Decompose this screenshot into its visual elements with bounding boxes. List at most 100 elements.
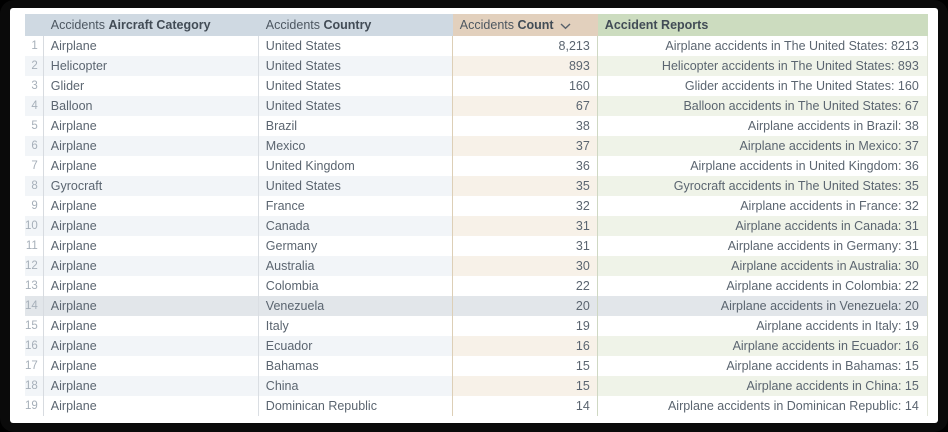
table-row[interactable]: 14 Airplane Venezuela 20 Airplane accide… <box>25 296 928 316</box>
country-cell[interactable]: Colombia <box>258 276 453 296</box>
aircraft-category-cell[interactable]: Balloon <box>43 96 259 116</box>
count-cell[interactable]: 22 <box>452 276 598 296</box>
aircraft-category-cell[interactable]: Airplane <box>43 336 259 356</box>
count-cell[interactable]: 67 <box>452 96 598 116</box>
table-row[interactable]: 4 Balloon United States 67 Balloon accid… <box>25 96 928 116</box>
row-number-cell[interactable]: 12 <box>25 256 44 276</box>
country-cell[interactable]: United States <box>258 76 453 96</box>
report-cell[interactable]: Airplane accidents in Canada: 31 <box>597 216 928 236</box>
aircraft-category-cell[interactable]: Airplane <box>43 256 259 276</box>
count-cell[interactable]: 38 <box>452 116 598 136</box>
country-cell[interactable]: United Kingdom <box>258 156 453 176</box>
row-number-cell[interactable]: 7 <box>25 156 44 176</box>
column-header-accident-reports[interactable]: Accident Reports <box>597 14 928 36</box>
count-cell[interactable]: 8,213 <box>452 36 598 56</box>
column-header-country[interactable]: Accidents Country <box>258 14 453 36</box>
report-cell[interactable]: Airplane accidents in France: 32 <box>597 196 928 216</box>
report-cell[interactable]: Airplane accidents in Colombia: 22 <box>597 276 928 296</box>
aircraft-category-cell[interactable]: Airplane <box>43 216 259 236</box>
count-cell[interactable]: 20 <box>452 296 598 316</box>
report-cell[interactable]: Airplane accidents in China: 15 <box>597 376 928 396</box>
report-cell[interactable]: Airplane accidents in Bahamas: 15 <box>597 356 928 376</box>
table-row[interactable]: 9 Airplane France 32 Airplane accidents … <box>25 196 928 216</box>
aircraft-category-cell[interactable]: Gyrocraft <box>43 176 259 196</box>
row-number-cell[interactable]: 5 <box>25 116 44 136</box>
row-number-cell[interactable]: 18 <box>25 376 44 396</box>
table-row[interactable]: 12 Airplane Australia 30 Airplane accide… <box>25 256 928 276</box>
row-number-cell[interactable]: 4 <box>25 96 44 116</box>
report-cell[interactable]: Airplane accidents in Brazil: 38 <box>597 116 928 136</box>
count-cell[interactable]: 36 <box>452 156 598 176</box>
report-cell[interactable]: Airplane accidents in Mexico: 37 <box>597 136 928 156</box>
count-cell[interactable]: 160 <box>452 76 598 96</box>
country-cell[interactable]: China <box>258 376 453 396</box>
column-header-aircraft-category[interactable]: Accidents Aircraft Category <box>43 14 259 36</box>
report-cell[interactable]: Airplane accidents in The United States:… <box>597 36 928 56</box>
aircraft-category-cell[interactable]: Airplane <box>43 376 259 396</box>
country-cell[interactable]: Bahamas <box>258 356 453 376</box>
row-number-cell[interactable]: 16 <box>25 336 44 356</box>
count-cell[interactable]: 35 <box>452 176 598 196</box>
country-cell[interactable]: France <box>258 196 453 216</box>
table-row[interactable]: 7 Airplane United Kingdom 36 Airplane ac… <box>25 156 928 176</box>
row-number-cell[interactable]: 11 <box>25 236 44 256</box>
country-cell[interactable]: Venezuela <box>258 296 453 316</box>
table-row[interactable]: 5 Airplane Brazil 38 Airplane accidents … <box>25 116 928 136</box>
table-row[interactable]: 19 Airplane Dominican Republic 14 Airpla… <box>25 396 928 416</box>
row-number-cell[interactable]: 2 <box>25 56 44 76</box>
row-number-cell[interactable]: 19 <box>25 396 44 416</box>
count-cell[interactable]: 16 <box>452 336 598 356</box>
count-cell[interactable]: 30 <box>452 256 598 276</box>
aircraft-category-cell[interactable]: Airplane <box>43 316 259 336</box>
row-number-cell[interactable]: 9 <box>25 196 44 216</box>
aircraft-category-cell[interactable]: Airplane <box>43 296 259 316</box>
report-cell[interactable]: Gyrocraft accidents in The United States… <box>597 176 928 196</box>
report-cell[interactable]: Airplane accidents in Venezuela: 20 <box>597 296 928 316</box>
country-cell[interactable]: Brazil <box>258 116 453 136</box>
table-row[interactable]: 10 Airplane Canada 31 Airplane accidents… <box>25 216 928 236</box>
count-cell[interactable]: 893 <box>452 56 598 76</box>
count-cell[interactable]: 31 <box>452 236 598 256</box>
country-cell[interactable]: United States <box>258 36 453 56</box>
report-cell[interactable]: Helicopter accidents in The United State… <box>597 56 928 76</box>
row-number-cell[interactable]: 8 <box>25 176 44 196</box>
table-row[interactable]: 3 Glider United States 160 Glider accide… <box>25 76 928 96</box>
aircraft-category-cell[interactable]: Airplane <box>43 136 259 156</box>
table-row[interactable]: 13 Airplane Colombia 22 Airplane acciden… <box>25 276 928 296</box>
table-row[interactable]: 11 Airplane Germany 31 Airplane accident… <box>25 236 928 256</box>
report-cell[interactable]: Airplane accidents in Dominican Republic… <box>597 396 928 416</box>
country-cell[interactable]: Mexico <box>258 136 453 156</box>
row-number-cell[interactable]: 3 <box>25 76 44 96</box>
report-cell[interactable]: Airplane accidents in Italy: 19 <box>597 316 928 336</box>
table-row[interactable]: 1 Airplane United States 8,213 Airplane … <box>25 36 928 56</box>
row-number-cell[interactable]: 17 <box>25 356 44 376</box>
table-row[interactable]: 17 Airplane Bahamas 15 Airplane accident… <box>25 356 928 376</box>
report-cell[interactable]: Airplane accidents in United Kingdom: 36 <box>597 156 928 176</box>
count-cell[interactable]: 32 <box>452 196 598 216</box>
country-cell[interactable]: Canada <box>258 216 453 236</box>
table-row[interactable]: 6 Airplane Mexico 37 Airplane accidents … <box>25 136 928 156</box>
table-row[interactable]: 18 Airplane China 15 Airplane accidents … <box>25 376 928 396</box>
country-cell[interactable]: Germany <box>258 236 453 256</box>
table-row[interactable]: 2 Helicopter United States 893 Helicopte… <box>25 56 928 76</box>
aircraft-category-cell[interactable]: Airplane <box>43 196 259 216</box>
aircraft-category-cell[interactable]: Glider <box>43 76 259 96</box>
report-cell[interactable]: Balloon accidents in The United States: … <box>597 96 928 116</box>
country-cell[interactable]: United States <box>258 176 453 196</box>
row-number-cell[interactable]: 1 <box>25 36 44 56</box>
aircraft-category-cell[interactable]: Airplane <box>43 276 259 296</box>
report-cell[interactable]: Airplane accidents in Ecuador: 16 <box>597 336 928 356</box>
row-number-cell[interactable]: 13 <box>25 276 44 296</box>
aircraft-category-cell[interactable]: Airplane <box>43 236 259 256</box>
country-cell[interactable]: Dominican Republic <box>258 396 453 416</box>
count-cell[interactable]: 19 <box>452 316 598 336</box>
aircraft-category-cell[interactable]: Airplane <box>43 116 259 136</box>
count-cell[interactable]: 15 <box>452 356 598 376</box>
table-row[interactable]: 8 Gyrocraft United States 35 Gyrocraft a… <box>25 176 928 196</box>
row-number-cell[interactable]: 10 <box>25 216 44 236</box>
country-cell[interactable]: Ecuador <box>258 336 453 356</box>
count-cell[interactable]: 15 <box>452 376 598 396</box>
aircraft-category-cell[interactable]: Helicopter <box>43 56 259 76</box>
count-cell[interactable]: 31 <box>452 216 598 236</box>
count-cell[interactable]: 37 <box>452 136 598 156</box>
